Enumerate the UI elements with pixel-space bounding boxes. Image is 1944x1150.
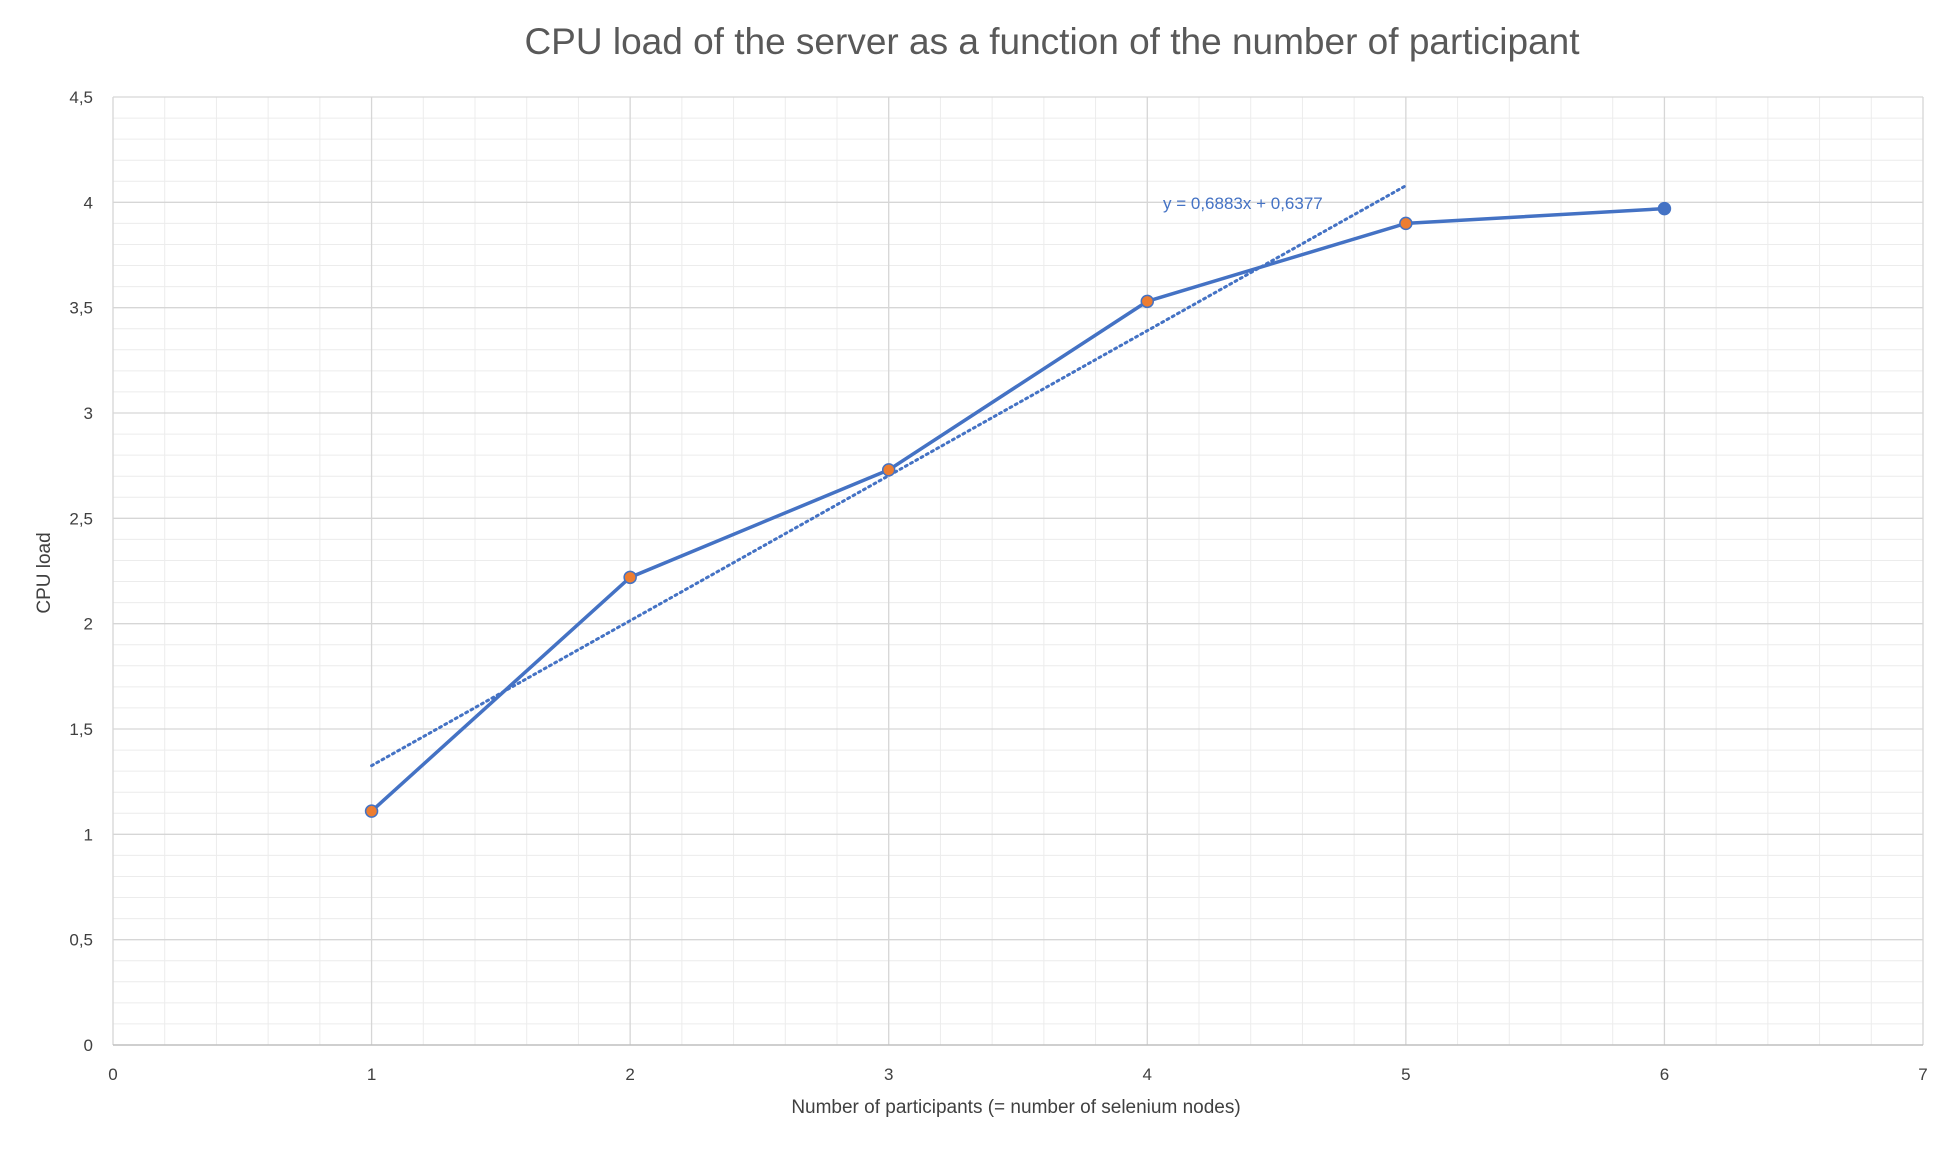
y-tick-label: 2,5: [69, 509, 93, 528]
data-point: [364, 804, 379, 818]
y-tick-labels: 0 0,5 1 1,5 2 2,5 3 3,5 4 4,5: [69, 88, 93, 1055]
y-tick-label: 2: [84, 615, 93, 634]
y-tick-label: 0,5: [69, 931, 93, 950]
y-tick-label: 0: [84, 1036, 93, 1055]
y-tick-label: 4,5: [69, 88, 93, 107]
data-points: [364, 201, 1672, 818]
data-point: [1657, 201, 1672, 216]
x-tick-label: 3: [884, 1065, 893, 1084]
series-line: [370, 206, 1665, 813]
x-tick-label: 0: [108, 1065, 117, 1084]
x-tick-label: 5: [1401, 1065, 1410, 1084]
data-point: [881, 463, 896, 477]
x-tick-label: 1: [367, 1065, 376, 1084]
data-point: [1140, 294, 1155, 309]
x-tick-label: 6: [1660, 1065, 1669, 1084]
x-tick-label: 4: [1143, 1065, 1152, 1084]
y-tick-label: 4: [84, 193, 93, 212]
y-tick-label: 3: [84, 404, 93, 423]
x-tick-label: 2: [625, 1065, 634, 1084]
data-point: [623, 570, 637, 585]
y-axis-title: CPU load: [34, 532, 55, 613]
series-polyline: [370, 206, 1665, 813]
x-axis-title: Number of participants (= number of sele…: [791, 1097, 1240, 1118]
x-tick-label: 7: [1918, 1065, 1927, 1084]
y-tick-label: 1,5: [69, 720, 93, 739]
y-tick-label: 1: [84, 825, 93, 844]
x-tick-labels: 0 1 2 3 4 5 6 7: [108, 1065, 1927, 1084]
trendline-equation: y = 0,6883x + 0,6377: [1163, 194, 1323, 213]
data-point: [1399, 216, 1413, 231]
major-gridlines: [112, 96, 1924, 1045]
chart-title: CPU load of the server as a function of …: [524, 21, 1580, 62]
y-tick-label: 3,5: [69, 299, 93, 318]
minor-gridlines: [113, 97, 1923, 1045]
